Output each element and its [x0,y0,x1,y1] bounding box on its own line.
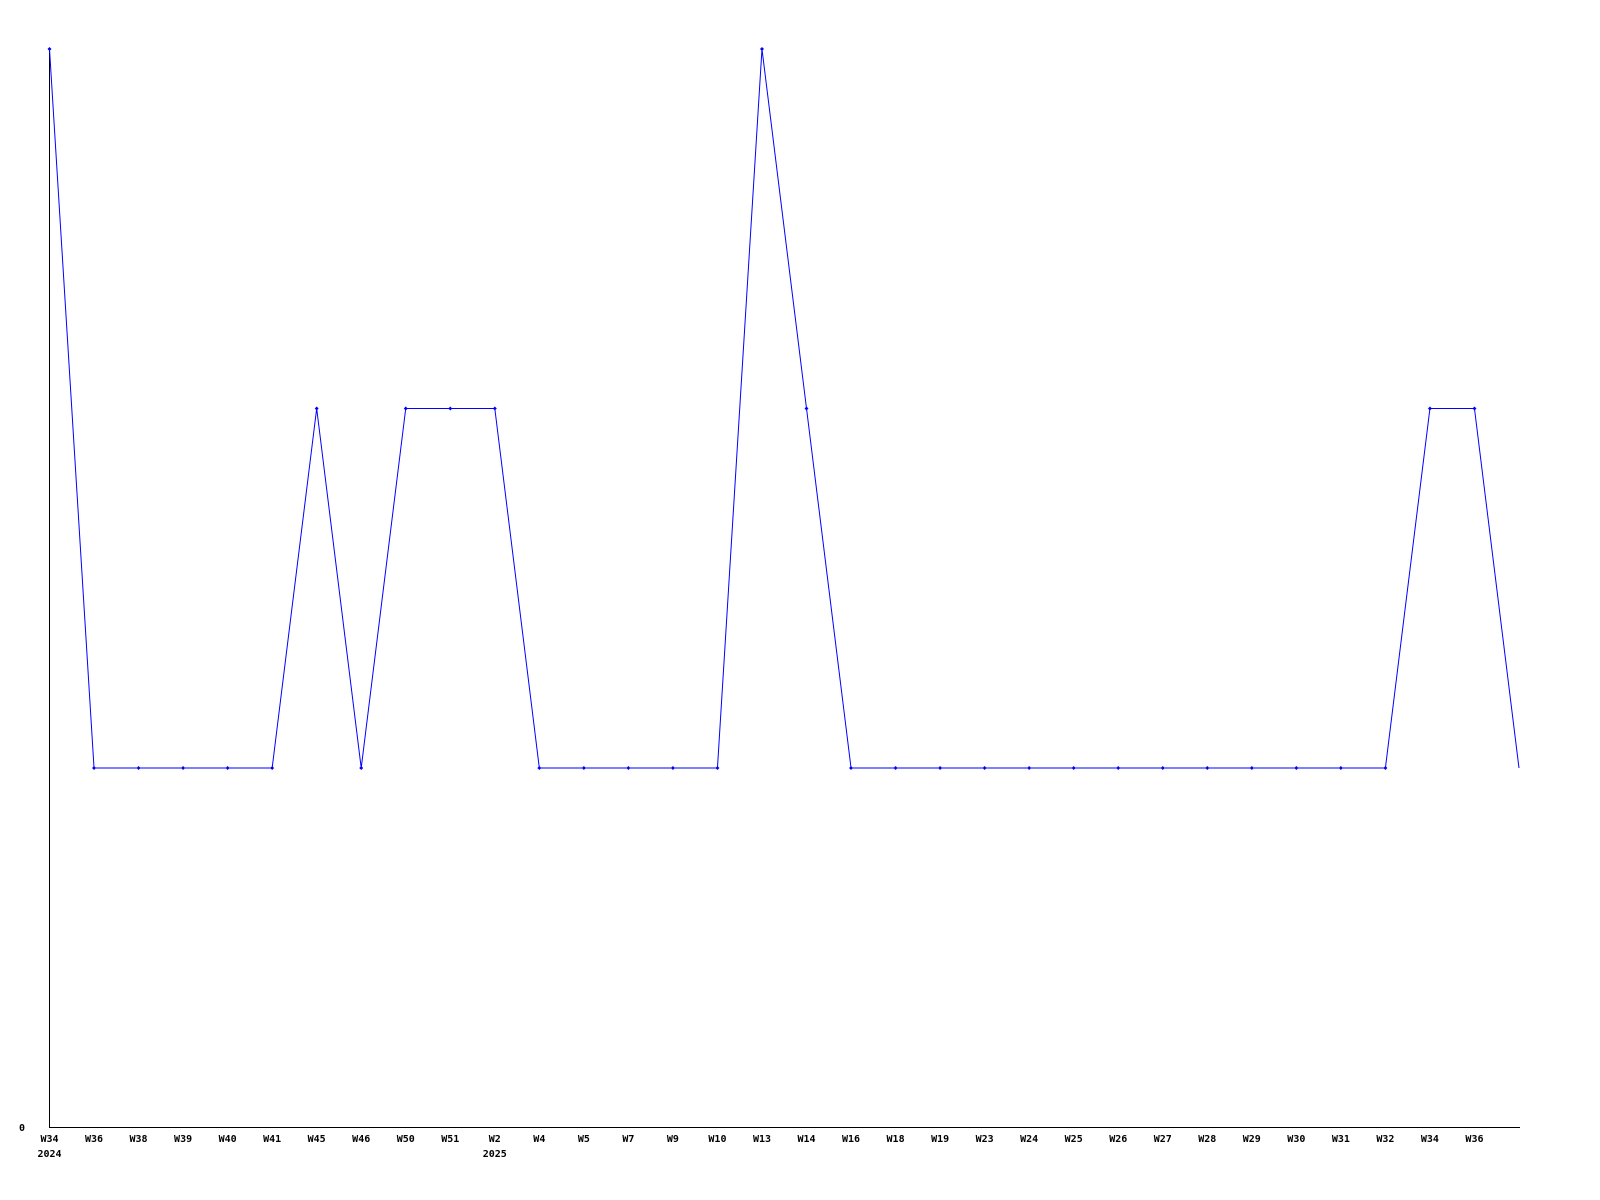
x-tick-label: W27 [1154,1134,1172,1145]
data-point [1071,766,1076,770]
data-point [759,47,764,51]
x-tick-label: W34 [40,1134,58,1145]
x-tick-label: W5 [578,1134,590,1145]
x-tick-label: W13 [753,1134,771,1145]
data-point [1205,766,1210,770]
year-label: 2024 [37,1149,61,1160]
y-tick-label-0: 0 [19,1123,25,1134]
x-tick-label: W41 [263,1134,281,1145]
data-point [181,766,186,770]
x-tick-label: W31 [1332,1134,1350,1145]
year-label: 2025 [483,1149,507,1160]
x-tick-label: W25 [1065,1134,1083,1145]
data-point [893,766,898,770]
x-tick-label: W19 [931,1134,949,1145]
data-point [1383,766,1388,770]
x-tick-label: W14 [797,1134,815,1145]
data-point [626,766,631,770]
x-tick-label: W38 [130,1134,148,1145]
data-point [849,766,854,770]
x-tick-label: W18 [887,1134,905,1145]
data-point [47,47,52,51]
data-point [1472,406,1477,411]
data-point [1160,766,1165,770]
data-point [1249,766,1254,770]
x-tick-label: W39 [174,1134,192,1145]
data-point [92,766,97,770]
data-point [581,766,586,770]
data-point [1027,766,1032,770]
x-tick-label: W26 [1109,1134,1127,1145]
x-tick-label: W4 [533,1134,545,1145]
x-tick-label: W51 [441,1134,459,1145]
data-point [403,406,408,411]
data-point [359,766,364,770]
x-tick-label: W16 [842,1134,860,1145]
data-point [136,766,141,770]
x-tick-label: W7 [622,1134,634,1145]
x-tick-label: W34 [1421,1134,1439,1145]
data-point [314,406,319,411]
data-point [1338,766,1343,770]
series-line [49,48,1520,769]
x-tick-label: W30 [1287,1134,1305,1145]
x-tick-label: W46 [352,1134,370,1145]
data-point [982,766,987,770]
x-tick-label: W40 [219,1134,237,1145]
data-point [1294,766,1299,770]
data-point [492,406,497,411]
data-point [1427,406,1432,411]
x-tick-label: W10 [708,1134,726,1145]
data-point [537,766,542,770]
data-point [270,766,275,770]
x-tick-label: W29 [1243,1134,1261,1145]
data-point [1116,766,1121,770]
data-point [448,406,453,411]
x-tick-label: W36 [1465,1134,1483,1145]
data-point [715,766,720,770]
x-tick-label: W36 [85,1134,103,1145]
x-tick-label: W9 [667,1134,679,1145]
data-point [938,766,943,770]
x-tick-label: W50 [397,1134,415,1145]
x-tick-label: W24 [1020,1134,1038,1145]
x-tick-label: W2 [489,1134,501,1145]
x-tick-label: W45 [308,1134,326,1145]
data-point [670,766,675,770]
x-tick-label: W28 [1198,1134,1216,1145]
data-point [225,766,230,770]
x-tick-label: W32 [1376,1134,1394,1145]
data-point [804,406,809,411]
x-tick-label: W23 [976,1134,994,1145]
